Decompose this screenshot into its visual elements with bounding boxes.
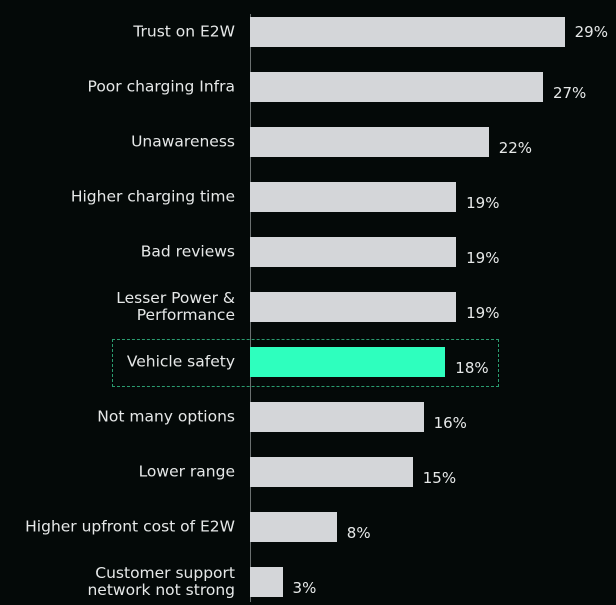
bar xyxy=(250,567,283,597)
bar xyxy=(250,17,565,47)
value-label: 29% xyxy=(574,23,608,41)
bar xyxy=(250,237,457,267)
category-label: Trust on E2W xyxy=(133,22,235,41)
category-label: Unawareness xyxy=(131,132,235,151)
value-label: 19% xyxy=(466,304,500,322)
category-label: Not many options xyxy=(97,407,235,426)
value-label: 27% xyxy=(552,84,587,102)
value-label: 15% xyxy=(422,469,457,487)
category-label: Higher upfront cost of E2W xyxy=(25,517,235,536)
value-label: 16% xyxy=(433,414,467,432)
bar xyxy=(250,402,424,432)
bar xyxy=(250,457,413,487)
value-label: 8% xyxy=(346,524,371,542)
bar xyxy=(250,512,337,542)
category-label: Vehicle safety xyxy=(126,352,235,371)
value-label: 19% xyxy=(466,249,500,267)
highlight-box xyxy=(112,339,499,387)
bar xyxy=(250,347,446,377)
category-label: Poor charging Infra xyxy=(87,77,235,96)
category-label: Lesser Power & Performance xyxy=(116,289,235,324)
value-label: 22% xyxy=(498,139,533,157)
bar xyxy=(250,292,457,322)
bar xyxy=(250,72,543,102)
category-label: Higher charging time xyxy=(70,187,235,206)
category-label: Lower range xyxy=(138,462,235,481)
category-label: Bad reviews xyxy=(140,242,235,261)
bar xyxy=(250,182,457,212)
value-label: 3% xyxy=(292,579,317,597)
value-label: 19% xyxy=(466,194,500,212)
bar xyxy=(250,127,489,157)
value-label: 18% xyxy=(455,359,489,377)
category-label: Customer support network not strong xyxy=(87,564,235,599)
